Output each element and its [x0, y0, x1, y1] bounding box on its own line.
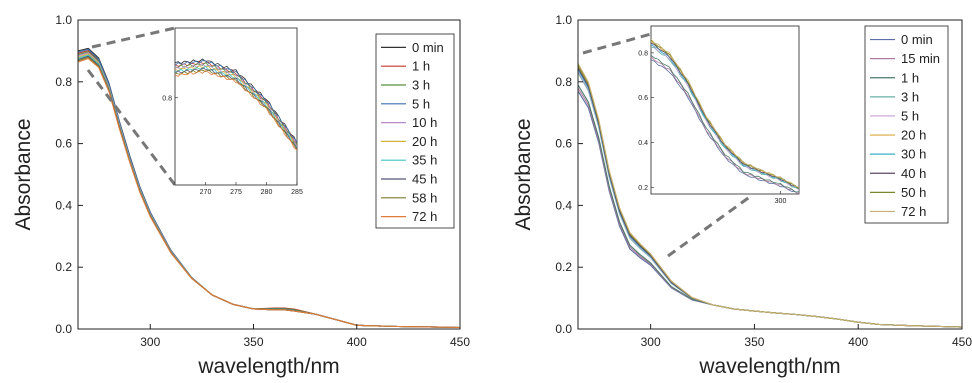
- right-legend-entry: 5 h: [901, 108, 919, 123]
- right-y-axis-title: Absorbance: [512, 118, 535, 230]
- left-x-tick-label: 450: [450, 335, 470, 349]
- right-plot-frame: [577, 19, 963, 330]
- right-legend-entry: 30 h: [901, 147, 926, 162]
- left-zoom-connector: [86, 69, 177, 186]
- left-legend-entry: 58 h: [412, 190, 437, 205]
- left-inset-x-tick-label: 275: [230, 189, 242, 196]
- left-inset-series-line-4: [175, 63, 297, 148]
- right-x-axis-title: wavelength/nm: [698, 355, 840, 378]
- left-legend-entry: 5 h: [412, 96, 430, 111]
- left-x-axis-title: wavelength/nm: [197, 355, 339, 378]
- left-legend-entry: 20 h: [412, 134, 437, 149]
- right-chart: 300 350 400 450 0.0 0.2 0.4 0.6 0.8 1.0 wavelengt…: [512, 13, 972, 378]
- right-zoom-connector: [582, 32, 652, 55]
- right-x-tick-label: 350: [744, 335, 764, 349]
- left-inset-series-line-1: [175, 61, 297, 145]
- left-y-tick-label: 0.4: [55, 198, 72, 212]
- right-series-line-9: [577, 63, 963, 328]
- right-y-tick-label: 0.8: [555, 75, 572, 89]
- left-legend-entry: 0 min: [412, 40, 444, 55]
- left-zoom-connector: [91, 26, 176, 49]
- right-inset-y-tick-label: 0.4: [638, 140, 648, 147]
- right-y-tick-label: 0.4: [555, 198, 572, 212]
- right-inset-frame: [650, 25, 800, 195]
- left-inset-series-line-9: [175, 70, 297, 151]
- right-inset-x-tick-label: 300: [775, 198, 787, 205]
- right-y-tick-label: 0.0: [555, 322, 572, 336]
- right-legend-entry: 40 h: [901, 166, 926, 181]
- right-inset-series-line-2: [651, 54, 799, 193]
- right-inset-y-tick-label: 0.8: [638, 50, 648, 57]
- left-y-tick-label: 0.6: [55, 137, 72, 151]
- left-inset-x-tick-label: 270: [200, 189, 212, 196]
- left-plot-frame: [77, 19, 461, 330]
- left-y-axis-title: Absorbance: [12, 118, 35, 230]
- right-legend-entry: 20 h: [901, 128, 926, 143]
- left-inset-x-tick-label: 285: [291, 189, 303, 196]
- right-legend-entry: 1 h: [901, 70, 919, 85]
- left-y-tick-label: 1.0: [55, 13, 72, 27]
- right-inset-series-line-6: [651, 44, 799, 189]
- left-inset-x-tick-label: 280: [261, 189, 273, 196]
- left-y-tick-label: 0.2: [55, 260, 72, 274]
- right-legend-entry: 0 min: [901, 32, 933, 47]
- right-zoom-connector: [667, 194, 752, 258]
- right-y-tick-label: 0.6: [555, 137, 572, 151]
- left-x-tick-label: 300: [140, 335, 160, 349]
- left-chart: 300 350 400 450 0.0 0.2 0.4 0.6 0.8 1.0 wavelengt…: [12, 13, 470, 378]
- right-legend-entry: 72 h: [901, 204, 926, 219]
- right-y-tick-label: 0.2: [555, 260, 572, 274]
- left-inset-y-tick-label: 0.8: [162, 95, 172, 102]
- left-legend-entry: 35 h: [412, 153, 437, 168]
- left-x-tick-label: 400: [347, 335, 367, 349]
- left-inset-series-line-0: [175, 58, 297, 144]
- right-y-tick-label: 1.0: [555, 13, 572, 27]
- left-inset-series-line-8: [175, 69, 297, 151]
- right-inset-y-tick-label: 0.6: [638, 95, 648, 102]
- right-inset-series-line-7: [651, 43, 799, 190]
- right-legend-entry: 3 h: [901, 89, 919, 104]
- right-legend-entry: 50 h: [901, 185, 926, 200]
- left-legend-entry: 3 h: [412, 78, 430, 93]
- right-legend-entry: 15 min: [901, 51, 940, 66]
- left-legend-entry: 45 h: [412, 172, 437, 187]
- right-x-tick-label: 400: [848, 335, 868, 349]
- left-y-tick-label: 0.0: [55, 322, 72, 336]
- right-x-tick-label: 450: [952, 335, 972, 349]
- right-x-tick-label: 300: [641, 335, 661, 349]
- left-legend-entry: 72 h: [412, 209, 437, 224]
- left-legend-entry: 1 h: [412, 59, 430, 74]
- left-series-line-9: [77, 57, 461, 329]
- right-inset-y-tick-label: 0.2: [638, 185, 648, 192]
- left-y-tick-label: 0.8: [55, 75, 72, 89]
- left-inset-frame: [174, 27, 298, 186]
- left-inset-series-line-3: [175, 60, 297, 143]
- left-legend-entry: 10 h: [412, 115, 437, 130]
- left-x-tick-label: 350: [243, 335, 263, 349]
- right-inset-series-line-9: [651, 38, 799, 188]
